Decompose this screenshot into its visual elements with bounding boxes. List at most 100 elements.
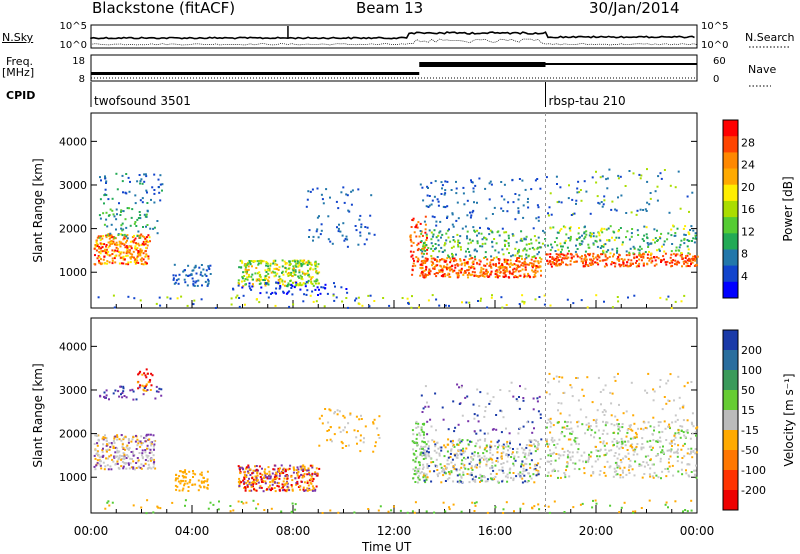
velocity-cell xyxy=(105,389,108,392)
power-cell xyxy=(95,249,98,252)
velocity-cell xyxy=(640,427,643,430)
power-cell xyxy=(651,260,654,263)
power-cell xyxy=(473,274,476,277)
power-cell xyxy=(642,239,645,242)
velocity-cell xyxy=(149,433,152,436)
velocity-cell xyxy=(509,447,512,450)
power-cell xyxy=(533,255,536,258)
power-cell xyxy=(601,205,604,208)
velocity-cell xyxy=(622,471,624,474)
velocity-cell xyxy=(129,389,132,392)
velocity-cell xyxy=(587,422,590,425)
velocity-cell xyxy=(414,466,417,469)
power-cell xyxy=(438,269,441,272)
velocity-cell xyxy=(617,372,619,375)
power-cell xyxy=(648,257,651,260)
power-cell xyxy=(94,254,96,257)
velocity-cell xyxy=(441,470,444,473)
power-cell xyxy=(139,252,142,255)
power-cell xyxy=(104,175,106,178)
velocity-cell xyxy=(545,440,548,443)
velocity-cell xyxy=(184,499,187,502)
velocity-cell xyxy=(143,387,146,389)
power-cell xyxy=(289,280,292,282)
power-cell xyxy=(289,264,291,266)
velocity-cell xyxy=(376,427,379,430)
velocity-cell xyxy=(419,447,421,450)
velocity-cell xyxy=(613,470,616,473)
velocity-cell xyxy=(500,469,503,472)
velocity-cell xyxy=(109,465,112,468)
power-cell xyxy=(456,233,459,236)
power-cell xyxy=(555,262,558,265)
power-cell xyxy=(584,256,587,259)
power-cell xyxy=(114,255,117,258)
power-cell xyxy=(144,263,147,266)
velocity-cell xyxy=(415,450,418,452)
velocity-cell xyxy=(578,468,581,471)
velocity-cell xyxy=(442,468,445,470)
power-cell xyxy=(614,265,617,268)
power-cell xyxy=(490,255,493,258)
velocity-cell xyxy=(683,455,686,458)
velocity-cell xyxy=(520,463,523,466)
power-cell xyxy=(638,173,641,176)
velocity-cell xyxy=(547,505,550,508)
velocity-cell xyxy=(142,442,144,444)
power-cell xyxy=(671,264,674,267)
velocity-cell xyxy=(284,468,287,471)
velocity-cell xyxy=(450,470,453,473)
power-cell xyxy=(680,239,683,242)
power-cell xyxy=(158,191,161,194)
velocity-cell xyxy=(347,444,350,447)
velocity-cell xyxy=(489,448,492,451)
power-cell xyxy=(461,262,463,265)
power-colorbar-tick: 12 xyxy=(741,225,755,238)
power-cell xyxy=(134,202,137,205)
power-cell xyxy=(526,201,529,204)
power-cell xyxy=(98,246,101,248)
power-cell xyxy=(355,229,358,232)
velocity-cell xyxy=(545,391,548,394)
power-cell xyxy=(332,294,335,297)
power-cell xyxy=(530,262,533,265)
power-cell xyxy=(630,235,633,238)
power-cell xyxy=(108,237,111,240)
velocity-cell xyxy=(625,435,628,438)
velocity-cell xyxy=(553,439,556,442)
velocity-cell xyxy=(273,487,276,489)
power-cell xyxy=(519,239,522,242)
power-cell xyxy=(694,234,697,237)
velocity-cell xyxy=(308,489,311,491)
power-cell xyxy=(286,273,289,275)
velocity-cell xyxy=(513,455,516,458)
power-cell xyxy=(538,256,541,259)
power-cell xyxy=(109,235,112,238)
velocity-cell xyxy=(311,485,314,488)
power-cell xyxy=(423,245,426,248)
velocity-cell xyxy=(424,445,427,448)
power-cell xyxy=(347,306,349,309)
velocity-cell xyxy=(566,462,569,465)
velocity-cell xyxy=(562,454,565,457)
power-cell xyxy=(430,181,433,184)
velocity-cell xyxy=(268,488,271,491)
velocity-cell xyxy=(132,436,135,439)
power-cell xyxy=(144,243,147,245)
power-cell xyxy=(292,269,295,272)
power-cell xyxy=(435,259,438,262)
power-cell xyxy=(246,278,249,281)
power-cell xyxy=(207,280,210,283)
power-cell xyxy=(423,259,426,262)
velocity-cell xyxy=(668,449,671,452)
power-colorbar-label: Power [dB] xyxy=(781,176,795,241)
power-cell xyxy=(575,202,577,205)
power-cell xyxy=(466,262,469,265)
velocity-cell xyxy=(688,463,691,466)
velocity-cell xyxy=(95,464,98,467)
velocity-cell xyxy=(507,453,510,456)
velocity-cell xyxy=(435,458,438,461)
power-cell xyxy=(276,272,279,275)
velocity-cell xyxy=(529,466,532,469)
velocity-cell xyxy=(460,384,463,387)
